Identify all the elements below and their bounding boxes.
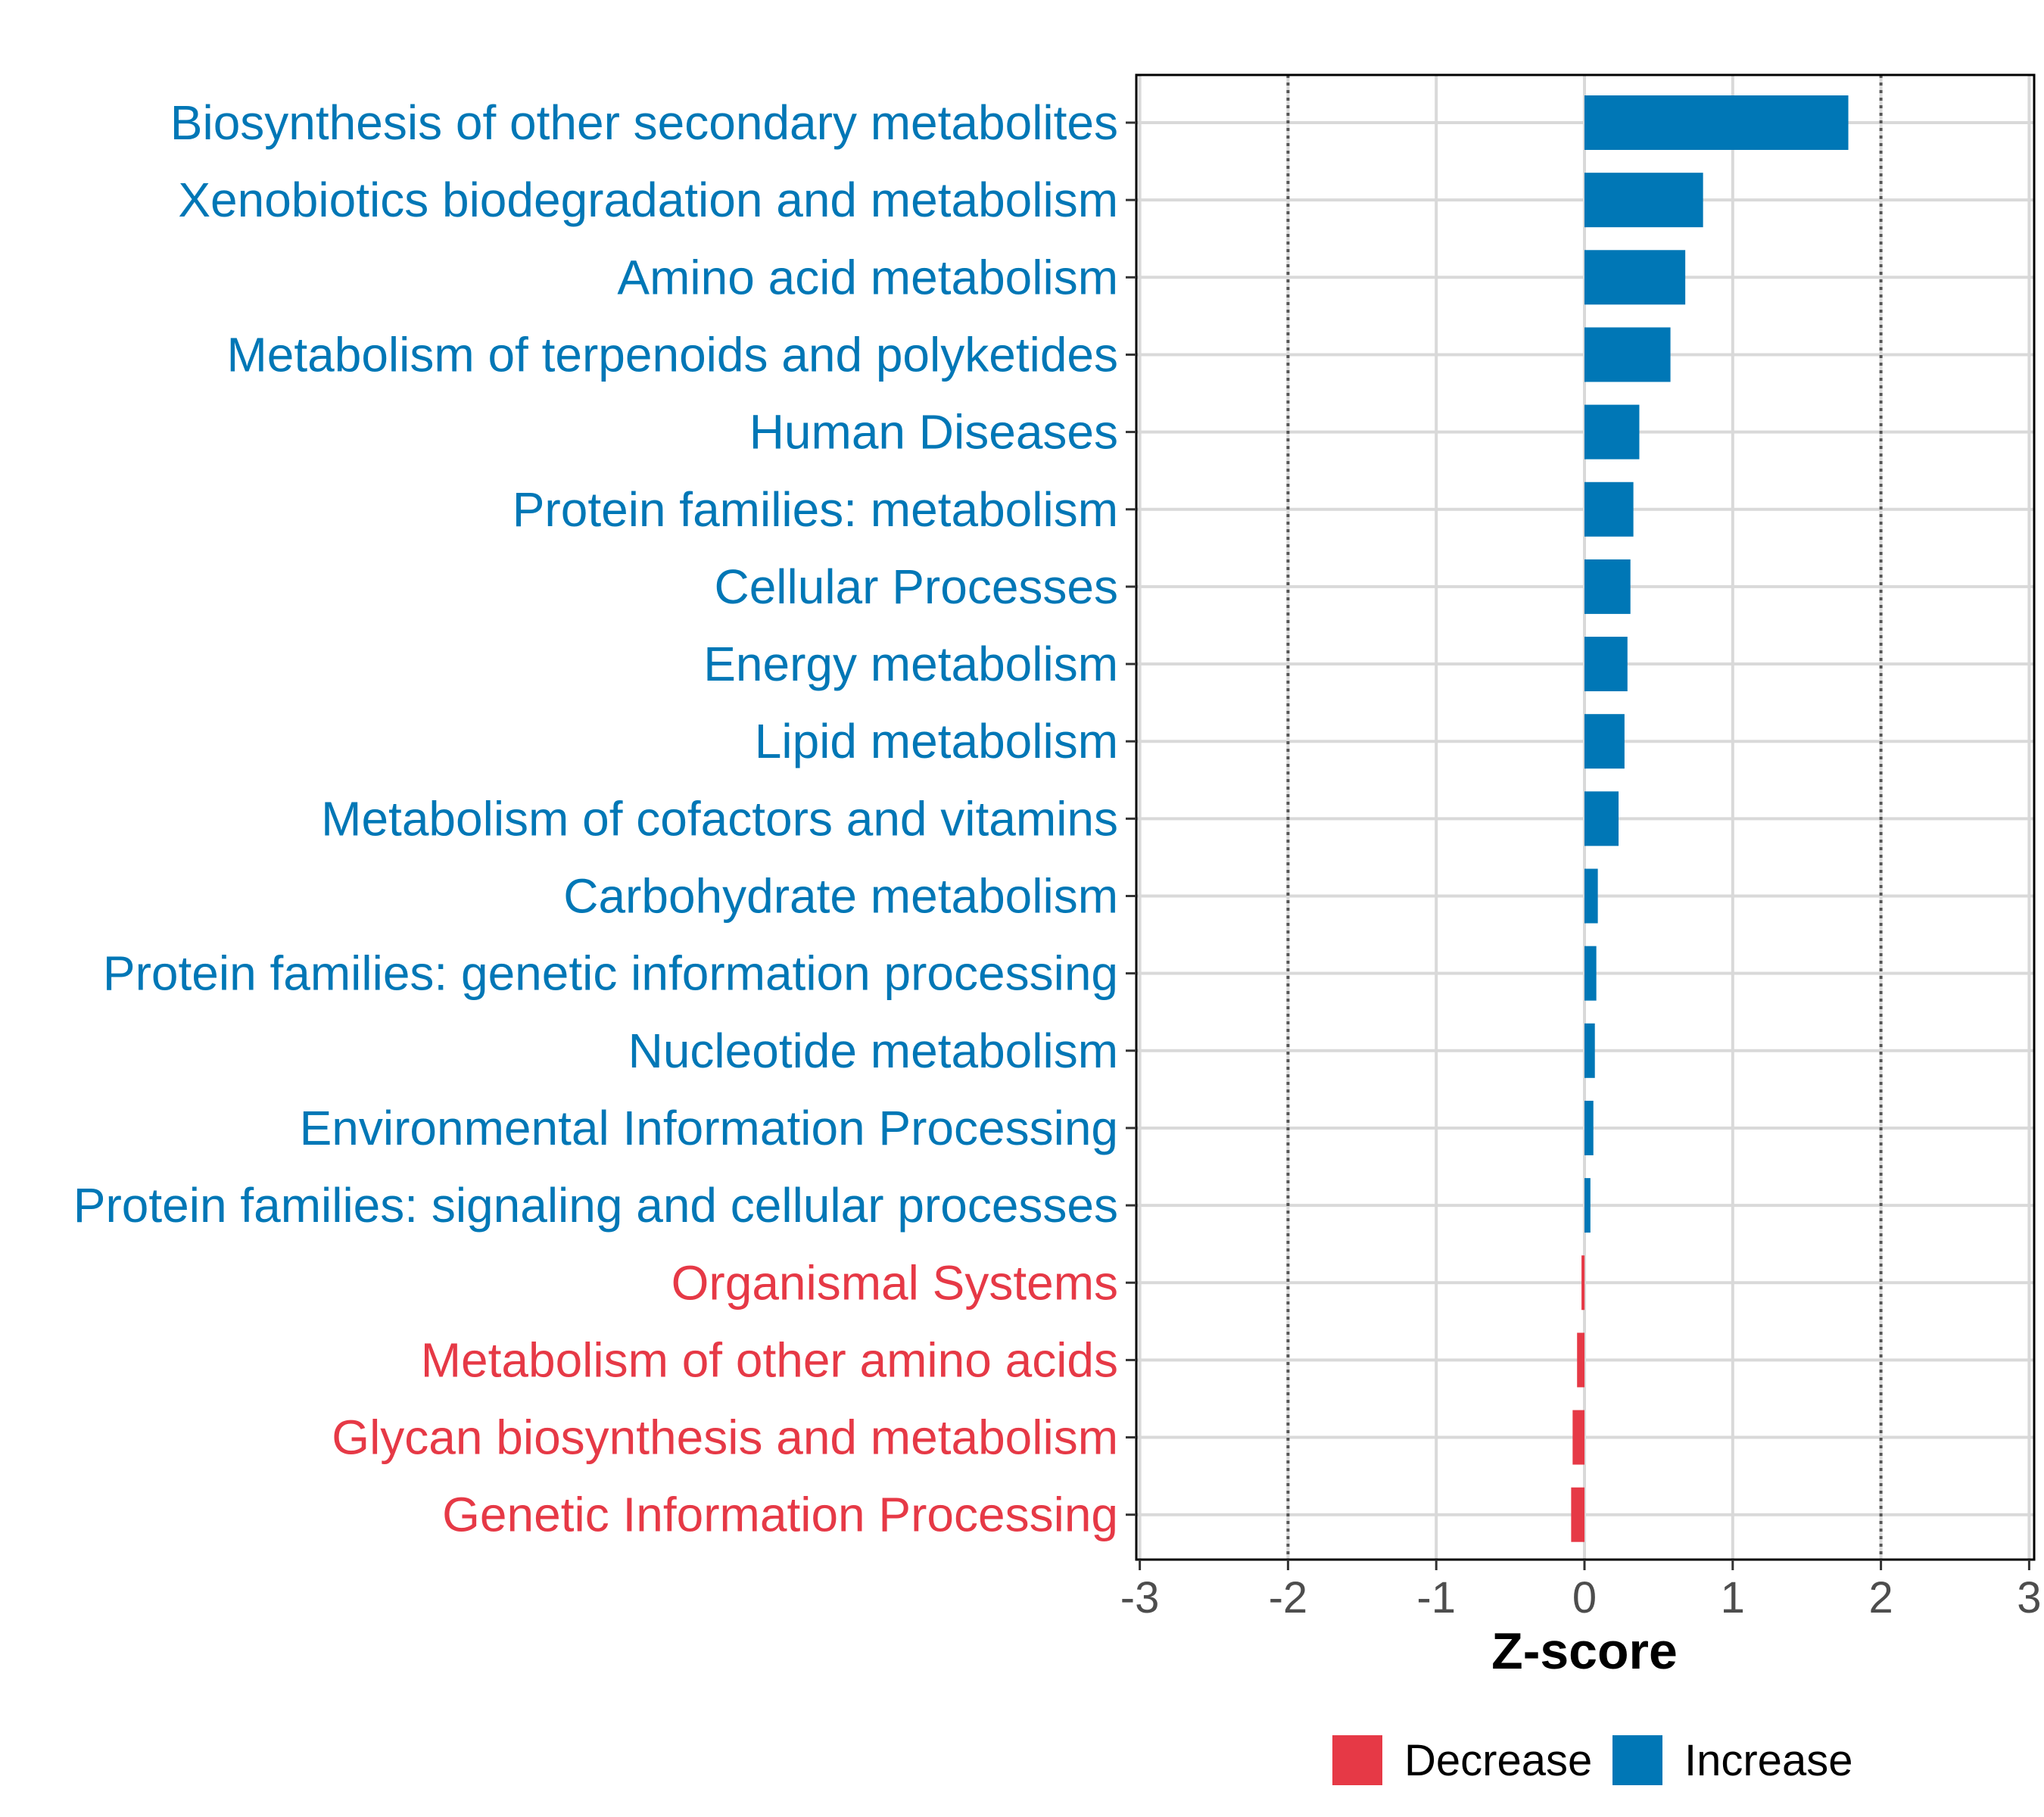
category-label-2: Amino acid metabolism [617, 250, 1118, 304]
x-tick-label-0: -3 [1120, 1573, 1160, 1622]
category-label-7: Energy metabolism [703, 637, 1118, 691]
bar-12 [1584, 1023, 1595, 1078]
category-label-4: Human Diseases [749, 405, 1118, 460]
category-label-17: Glycan biosynthesis and metabolism [332, 1410, 1118, 1465]
category-label-16: Metabolism of other amino acids [421, 1332, 1118, 1387]
bar-6 [1584, 559, 1631, 614]
category-label-10: Carbohydrate metabolism [563, 869, 1118, 924]
x-tick-label-4: 1 [1721, 1573, 1745, 1622]
legend-label-decrease: Decrease [1404, 1736, 1592, 1785]
bar-17 [1572, 1410, 1584, 1465]
category-label-9: Metabolism of cofactors and vitamins [321, 791, 1118, 846]
legend-label-increase: Increase [1684, 1736, 1852, 1785]
category-label-13: Environmental Information Processing [300, 1101, 1118, 1155]
bar-9 [1584, 791, 1619, 846]
bar-7 [1584, 637, 1628, 692]
x-axis-title: Z-score [1491, 1622, 1678, 1680]
category-label-3: Metabolism of terpenoids and polyketides [226, 327, 1118, 382]
legend: Decrease Increase [1332, 1735, 1852, 1785]
y-axis-ticks [1126, 121, 1136, 1516]
legend-swatch-decrease [1332, 1735, 1382, 1785]
category-label-14: Protein families: signaling and cellular… [73, 1178, 1118, 1233]
x-tick-label-5: 2 [1868, 1573, 1893, 1622]
x-tick-label-3: 0 [1572, 1573, 1597, 1622]
bar-8 [1584, 714, 1625, 769]
bar-13 [1584, 1100, 1594, 1155]
category-label-5: Protein families: metabolism [513, 482, 1118, 537]
x-axis-ticks: -3 -2 -1 0 1 2 3 [1120, 1560, 2042, 1622]
bar-2 [1584, 250, 1686, 305]
category-label-0: Biosynthesis of other secondary metaboli… [170, 95, 1118, 150]
bar-18 [1571, 1487, 1584, 1542]
category-label-15: Organismal Systems [671, 1255, 1118, 1310]
bar-14 [1584, 1178, 1591, 1233]
bar-4 [1584, 404, 1640, 460]
category-label-8: Lipid metabolism [755, 714, 1118, 768]
bar-3 [1584, 327, 1671, 382]
category-label-12: Nucleotide metabolism [628, 1024, 1118, 1078]
bar-10 [1584, 868, 1598, 924]
reference-lines [1286, 75, 1883, 1560]
category-label-1: Xenobiotics biodegradation and metabolis… [178, 173, 1118, 227]
bar-16 [1577, 1332, 1584, 1388]
x-tick-label-1: -2 [1269, 1573, 1308, 1622]
legend-swatch-increase [1612, 1735, 1662, 1785]
bar-0 [1584, 95, 1849, 150]
bar-1 [1584, 173, 1703, 228]
x-tick-label-2: -1 [1416, 1573, 1456, 1622]
bar-5 [1584, 482, 1634, 537]
category-label-11: Protein families: genetic information pr… [103, 946, 1118, 1001]
bar-15 [1581, 1255, 1585, 1311]
category-label-18: Genetic Information Processing [442, 1488, 1118, 1542]
category-labels: Biosynthesis of other secondary metaboli… [73, 95, 1118, 1542]
x-tick-label-6: 3 [2017, 1573, 2041, 1622]
bar-11 [1584, 946, 1597, 1001]
category-label-6: Cellular Processes [714, 559, 1118, 614]
bars [1571, 95, 1849, 1542]
